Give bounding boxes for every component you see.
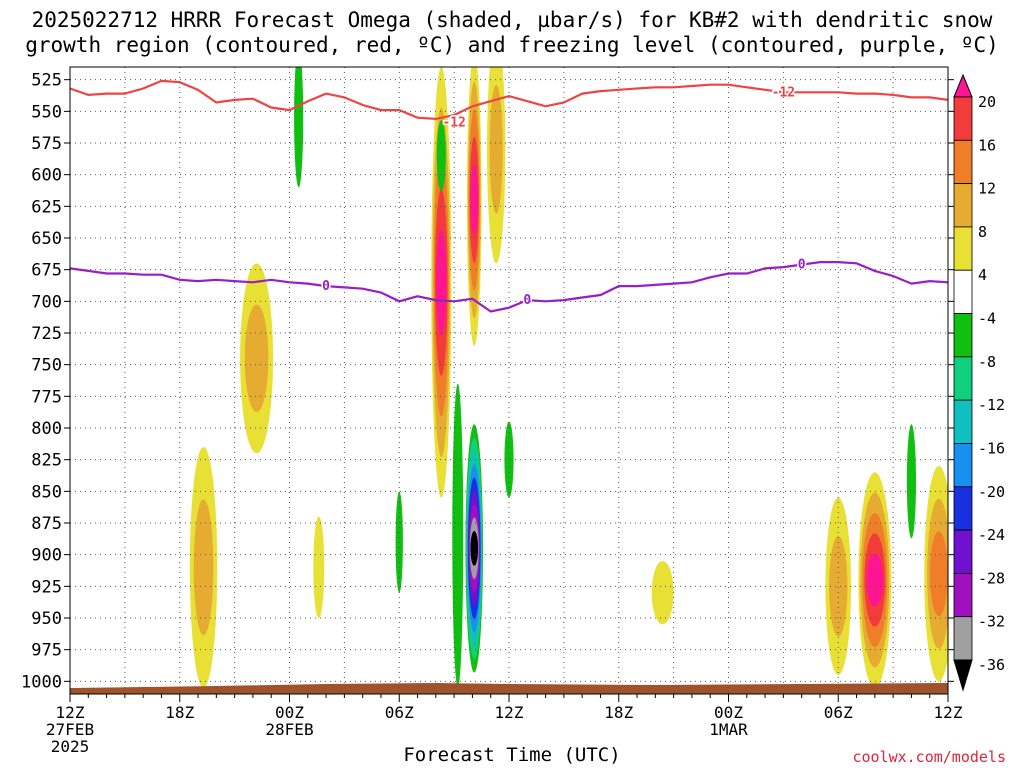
chart-title-line2: growth region (contoured, red, ºC) and f…: [25, 33, 999, 57]
colorbar-top-triangle: [953, 73, 973, 98]
omega-region-0-level-4: [436, 229, 447, 336]
x-tick-label-0-2: 2025: [51, 737, 90, 756]
contour-label-1-2: 0: [798, 258, 806, 273]
y-tick-label-750: 750: [31, 356, 62, 376]
colorbar-label-13: -36: [978, 656, 1005, 674]
contour-label-1-0: 0: [322, 279, 330, 294]
colorbar: 20 16 12 8 4 -4 -8 -12 -16 -20 -24 -28 -32 -36: [953, 73, 1005, 692]
x-tick-label-0-1: 27FEB: [46, 720, 94, 739]
colorbar-label-6: -8: [978, 353, 996, 371]
x-tick-label-42-0: 06Z: [824, 703, 853, 722]
omega-region-10-level-0: [313, 516, 325, 618]
omega-region-15-level-0: [906, 424, 916, 539]
colorbar-label-2: 12: [978, 180, 996, 198]
colorbar-label-5: -4: [978, 310, 996, 328]
colorbar-label-8: -16: [978, 440, 1005, 458]
y-tick-label-675: 675: [31, 261, 62, 281]
contour-label-1-1: 0: [523, 293, 531, 308]
y-tick-label-625: 625: [31, 197, 62, 217]
y-tick-label-550: 550: [31, 102, 62, 122]
y-tick-label-725: 725: [31, 324, 62, 344]
colorbar-box-11: [953, 572, 973, 618]
y-tick-label-800: 800: [31, 419, 62, 439]
y-tick-label-925: 925: [31, 577, 62, 597]
colorbar-box-1: [953, 139, 973, 185]
x-tick-label-18-0: 06Z: [385, 703, 414, 722]
x-tick-label-12-0: 00Z: [275, 703, 304, 722]
colorbar-box-2: [953, 183, 973, 228]
y-tick-label-1000: 1000: [21, 672, 62, 692]
colorbar-label-7: -12: [978, 396, 1005, 414]
colorbar-label-11: -28: [978, 569, 1005, 587]
omega-region-11-level-0: [504, 421, 514, 498]
omega-region-8-level-1: [244, 304, 269, 413]
colorbar-label-9: -20: [978, 483, 1005, 501]
y-tick-label-600: 600: [31, 166, 62, 186]
colorbar-label-0: 20: [978, 93, 996, 111]
contour-label-0-0: -12: [442, 116, 465, 131]
colorbar-label-12: -32: [978, 613, 1005, 631]
chart-title-line1: 2025022712 HRRR Forecast Omega (shaded, …: [31, 8, 993, 32]
y-tick-label-525: 525: [31, 71, 62, 91]
colorbar-box-0: [953, 96, 973, 141]
x-tick-label-30-0: 18Z: [604, 703, 633, 722]
y-tick-label-775: 775: [31, 387, 62, 407]
x-tick-label-36-0: 00Z: [714, 703, 743, 722]
y-tick-label-950: 950: [31, 609, 62, 629]
colorbar-box-9: [953, 486, 973, 531]
omega-region-13-level-1: [829, 536, 848, 637]
y-tick-label-700: 700: [31, 292, 62, 312]
omega-region-4-level-8: [470, 530, 479, 566]
contour-line-0: [70, 79, 948, 121]
y-tick-label-875: 875: [31, 514, 62, 534]
colorbar-box-6: [953, 356, 973, 401]
omega-region-14-level-4: [866, 553, 884, 607]
y-tick-label-900: 900: [31, 546, 62, 566]
x-tick-label-48-0: 12Z: [934, 703, 963, 722]
colorbar-box-3: [953, 226, 973, 271]
x-axis-label: Forecast Time (UTC): [403, 744, 621, 766]
x-tick-label-0-0: 12Z: [56, 703, 85, 722]
omega-region-9-level-1: [193, 499, 214, 636]
omega-region-12-level-0: [651, 561, 674, 625]
x-tick-label-24-0: 12Z: [495, 703, 524, 722]
colorbar-bottom-triangle: [953, 659, 973, 692]
site-credit: coolwx.com/models: [852, 748, 1006, 766]
omega-region-3-level-4: [470, 164, 478, 236]
axes: 525 550 575 600 625 650 675 700 725 750 775 800 825 8…: [21, 66, 963, 756]
omega-region-6-level-0: [294, 67, 304, 188]
colorbar-box-8: [953, 443, 973, 488]
colorbar-label-3: 8: [978, 223, 987, 241]
x-tick-label-12-1: 28FEB: [265, 720, 313, 739]
y-tick-label-975: 975: [31, 641, 62, 661]
y-tick-label-575: 575: [31, 134, 62, 154]
colorbar-box-7: [953, 399, 973, 444]
colorbar-label-10: -24: [978, 526, 1005, 544]
y-tick-label-825: 825: [31, 451, 62, 471]
colorbar-box-5: [953, 313, 973, 358]
colorbar-box-12: [953, 616, 973, 661]
colorbar-box-10: [953, 529, 973, 574]
contour-line-1: [70, 261, 948, 313]
x-tick-label-36-1: 1MAR: [709, 720, 748, 739]
y-tick-label-650: 650: [31, 229, 62, 249]
colorbar-label-4: 4: [978, 266, 987, 284]
y-tick-label-850: 850: [31, 482, 62, 502]
omega-region-1-level-0: [436, 120, 446, 192]
x-tick-label-6-0: 18Z: [165, 703, 194, 722]
colorbar-box-4: [953, 269, 973, 314]
colorbar-label-1: 16: [978, 136, 996, 154]
omega-region-16-level-2: [929, 531, 948, 617]
omega-region-5-level-1: [489, 84, 503, 214]
terrain-ground: [70, 683, 948, 694]
